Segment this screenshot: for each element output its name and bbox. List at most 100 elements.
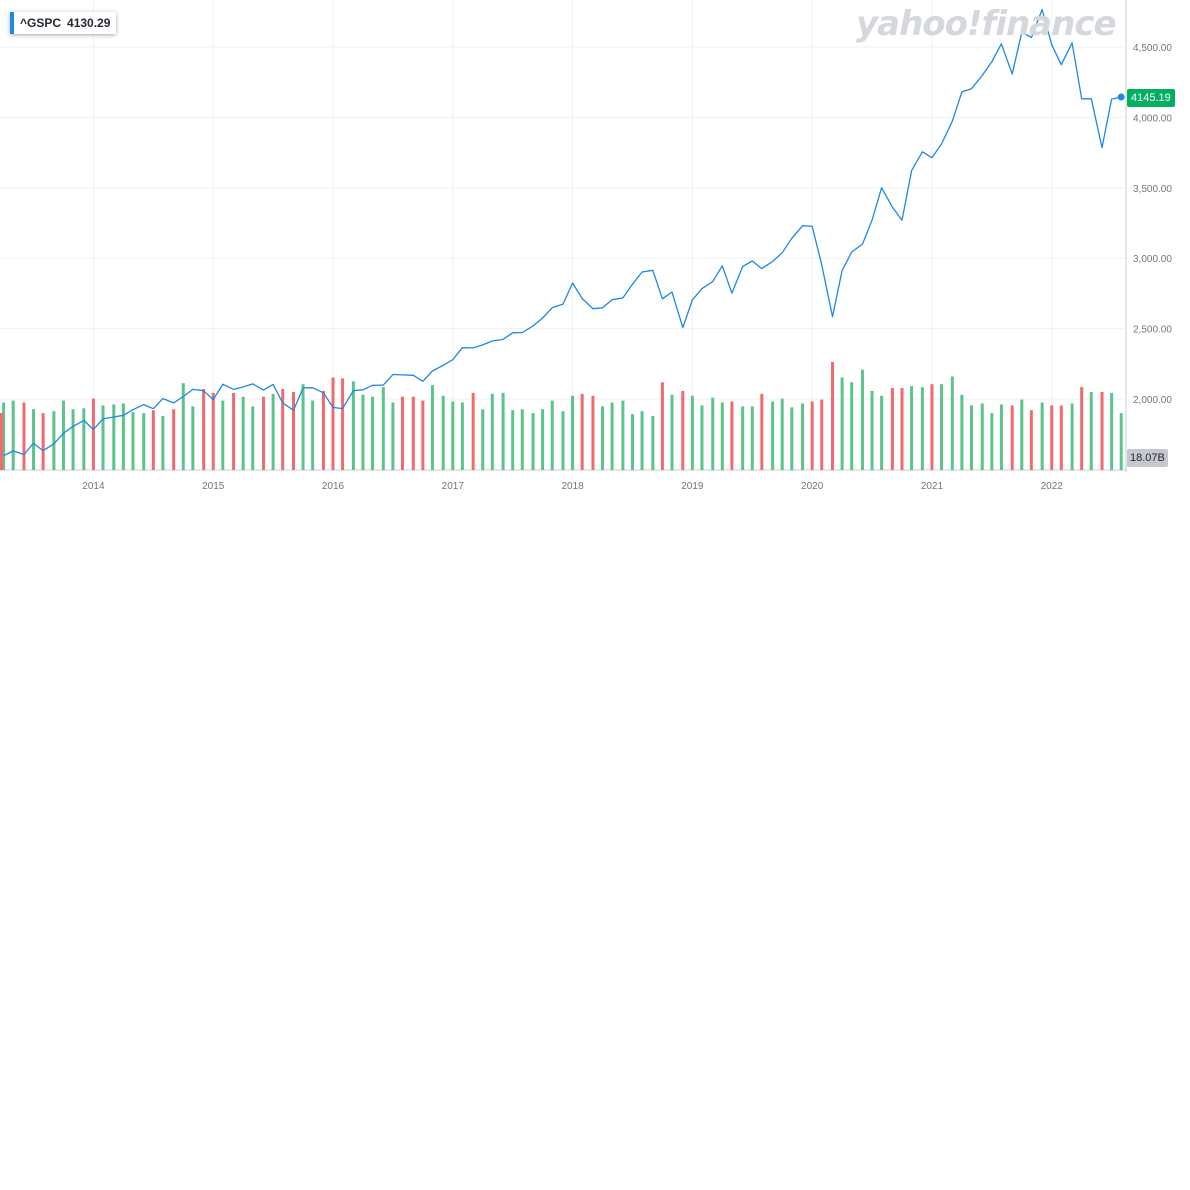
volume-bar	[471, 392, 475, 470]
volume-bar	[151, 410, 155, 470]
y-tick-label: 2,000.00	[1133, 395, 1172, 406]
x-tick-label: 2017	[442, 481, 465, 492]
x-tick-label: 2022	[1041, 481, 1064, 492]
volume-bar	[1080, 387, 1084, 470]
last-price-tag: 4145.19	[1127, 89, 1175, 107]
volume-bar	[71, 409, 75, 470]
volume-bar	[331, 377, 335, 470]
volume-bar	[430, 385, 434, 470]
volume-bar	[601, 406, 605, 470]
x-tick-label: 2019	[681, 481, 704, 492]
volume-bar	[670, 394, 674, 470]
volume-bar	[391, 402, 395, 470]
volume-bar	[621, 400, 625, 470]
volume-bar	[101, 405, 105, 470]
ticker-chip[interactable]: ^GSPC 4130.29	[10, 12, 117, 34]
volume-bar	[172, 409, 176, 470]
volume-bar	[561, 411, 565, 470]
volume-bar	[381, 387, 385, 470]
volume-bar	[930, 384, 934, 470]
volume-bar	[271, 393, 275, 470]
last-volume-tag: 18.07B	[1127, 449, 1168, 467]
volume-bar	[232, 392, 236, 470]
x-tick-label: 2021	[921, 481, 944, 492]
volume-bar	[999, 404, 1003, 470]
volume-bar	[651, 416, 655, 470]
volume-bar	[1100, 391, 1104, 470]
volume-bar	[351, 381, 355, 470]
volume-bar	[741, 406, 745, 470]
volume-bar	[1110, 392, 1114, 470]
volume-bar	[1020, 399, 1024, 470]
volume-bar	[730, 401, 734, 470]
volume-bar	[550, 400, 554, 470]
volume-bar	[1040, 402, 1044, 470]
volume-bar	[1089, 391, 1093, 470]
volume-bar	[960, 394, 964, 470]
volume-bar	[241, 396, 245, 470]
volume-bar	[980, 403, 984, 470]
chart-canvas[interactable]: 2,000.00 2,500.00 3,000.00 3,500.00 4,000.00…	[0, 0, 1190, 500]
volume-bar	[780, 398, 784, 470]
x-tick-label: 2020	[801, 481, 824, 492]
volume-bar	[22, 402, 26, 470]
volume-bar	[82, 408, 86, 470]
volume-bar	[281, 389, 285, 470]
volume-bar	[490, 393, 494, 470]
volume-bar	[511, 410, 515, 470]
volume-bar	[321, 390, 325, 470]
volume-bar	[850, 382, 854, 470]
volume-bar	[531, 413, 535, 470]
volume-bar	[411, 396, 415, 470]
volume-bar	[990, 413, 994, 470]
volume-bar	[969, 405, 973, 470]
volume-bar	[441, 395, 445, 470]
ticker-symbol: ^GSPC	[20, 16, 62, 30]
volume-bar	[860, 369, 864, 470]
volume-bar	[361, 394, 365, 470]
volume-bar	[920, 387, 924, 470]
volume-bar	[640, 411, 644, 470]
volume-bar	[481, 409, 485, 470]
volume-bar	[870, 390, 874, 470]
volume-bar	[720, 402, 724, 470]
volume-bar	[142, 413, 146, 470]
volume-bar	[810, 401, 814, 470]
volume-bar	[291, 391, 295, 470]
volume-bar	[571, 395, 575, 470]
volume-bar	[0, 413, 3, 470]
volume-bar	[1050, 405, 1054, 470]
x-tick-label: 2014	[82, 481, 105, 492]
volume-bar	[711, 397, 715, 470]
volume-bar	[801, 403, 805, 470]
volume-bar	[460, 402, 464, 470]
volume-bar	[900, 388, 904, 470]
y-tick-label: 4,000.00	[1133, 113, 1172, 124]
volume-bar	[681, 390, 685, 470]
volume-bar	[451, 401, 455, 470]
volume-bar	[181, 383, 185, 470]
volume-bar	[371, 396, 375, 470]
volume-bar	[880, 395, 884, 470]
price-line	[3, 8, 1122, 457]
volume-bar	[400, 396, 404, 470]
volume-bar	[1119, 413, 1123, 470]
volume-bar	[221, 400, 225, 470]
volume-bar	[1029, 410, 1033, 470]
stock-chart[interactable]: 2,000.00 2,500.00 3,000.00 3,500.00 4,000.00…	[0, 0, 1190, 500]
volume-bar	[840, 377, 844, 470]
ticker-value: 4130.29	[67, 16, 111, 30]
volume-bar	[251, 406, 255, 470]
volume-bar	[191, 406, 195, 470]
y-tick-label: 3,500.00	[1133, 184, 1172, 195]
volume-bar	[112, 404, 116, 470]
volume-bar	[1070, 403, 1074, 470]
volume-bar	[11, 400, 15, 470]
volume-bar	[950, 376, 954, 470]
volume-bar	[121, 403, 125, 470]
volume-bar	[760, 393, 764, 470]
volume-bar	[630, 414, 634, 470]
x-tick-label: 2015	[202, 481, 225, 492]
volume-bar	[131, 412, 135, 470]
volume-bar	[940, 384, 944, 470]
